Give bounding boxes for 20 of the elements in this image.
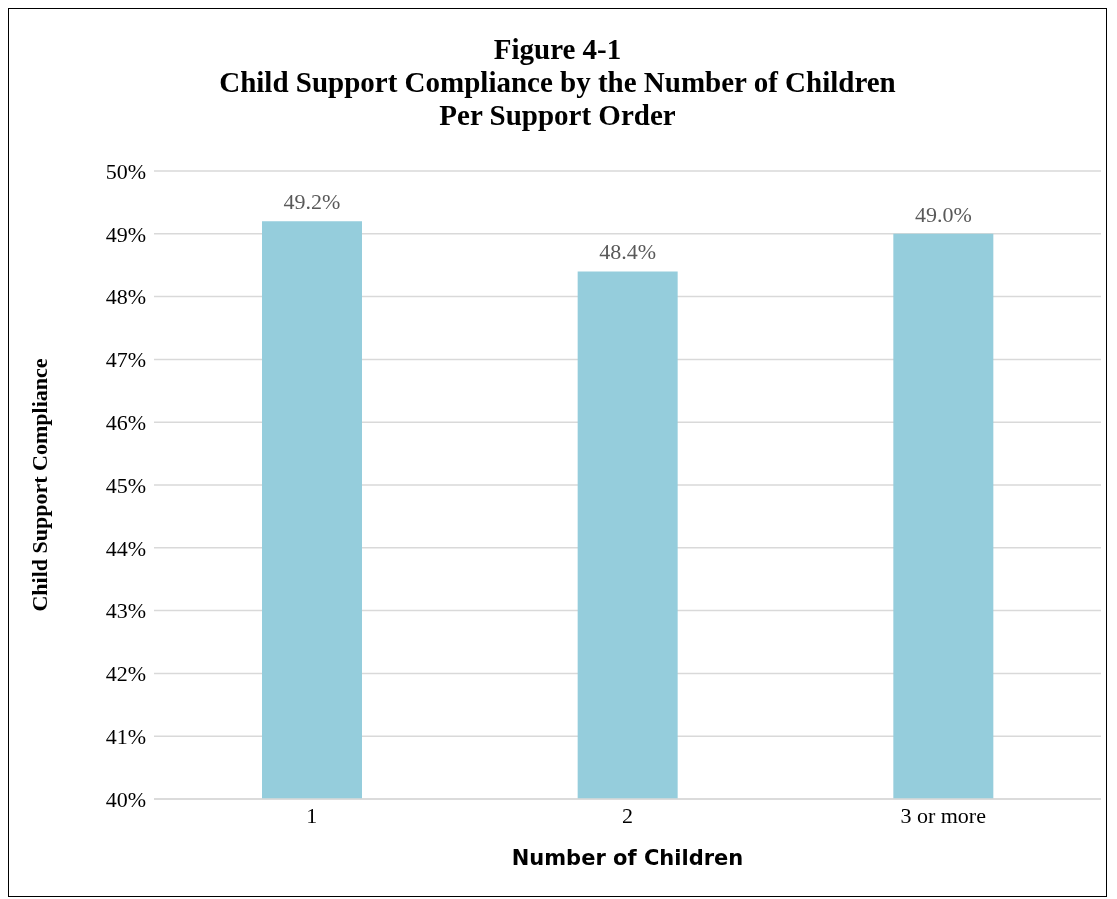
- y-tick-label: 46%: [105, 410, 146, 436]
- y-tick-label: 44%: [105, 535, 146, 561]
- chart-title: Figure 4-1 Child Support Compliance by the Number of Children Per Support Order: [218, 33, 897, 132]
- data-label: 49.2%: [283, 189, 341, 215]
- y-tick-label: 43%: [105, 598, 146, 624]
- x-axis-title: Number of Children: [511, 846, 744, 870]
- y-tick-label: 45%: [105, 472, 146, 498]
- y-tick-label: 42%: [105, 661, 146, 687]
- y-axis-title: Child Support Compliance: [26, 358, 52, 612]
- y-tick-label: 49%: [105, 221, 146, 247]
- y-tick-label: 48%: [105, 284, 146, 310]
- y-tick-label: 41%: [105, 724, 146, 750]
- y-tick-label: 47%: [105, 347, 146, 373]
- y-tick-label: 50%: [105, 158, 146, 184]
- data-label: 48.4%: [599, 239, 657, 265]
- data-label: 49.0%: [914, 201, 972, 227]
- x-tick-label: 3 or more: [900, 802, 986, 828]
- x-tick-label: 1: [306, 802, 318, 828]
- y-tick-label: 40%: [105, 786, 146, 812]
- x-tick-label: 2: [622, 802, 633, 828]
